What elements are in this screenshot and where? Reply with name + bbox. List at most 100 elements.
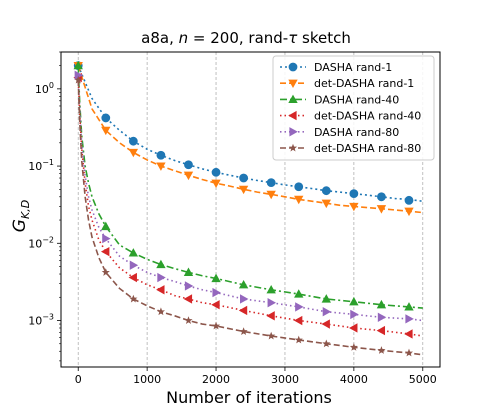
data-point (349, 323, 358, 333)
data-point (288, 62, 298, 72)
data-point (129, 260, 139, 270)
series-line (77, 80, 423, 356)
x-tick-label: 5000 (409, 373, 437, 386)
data-point (349, 189, 359, 198)
series-1 (73, 61, 423, 205)
data-point (266, 178, 276, 188)
y-tick-label: 10−2 (28, 235, 54, 250)
x-tick-label: 4000 (340, 373, 368, 386)
data-point (288, 79, 298, 89)
x-tick-label: 0 (75, 373, 82, 386)
data-point (101, 268, 110, 276)
data-point (377, 346, 386, 354)
legend-item: det-DASHA rand-1 (280, 77, 414, 90)
legend-item: DASHA rand-1 (280, 61, 392, 74)
data-point (294, 335, 303, 344)
data-point (100, 246, 110, 257)
x-axis-title: Number of iterations (166, 388, 332, 407)
data-point (350, 309, 359, 320)
data-point (101, 113, 111, 123)
data-point (377, 192, 386, 202)
x-tick-label: 1000 (133, 373, 161, 386)
data-point (321, 294, 331, 303)
data-point (128, 248, 139, 257)
data-point (404, 195, 414, 205)
data-point (101, 221, 111, 231)
data-point (288, 143, 298, 152)
data-point (288, 94, 298, 103)
data-point (404, 207, 414, 217)
ticks: 0 1000 2000 3000 4000 5000 10−3 10−2 10−1 100 (28, 51, 437, 386)
data-point (239, 327, 248, 335)
data-point (183, 267, 194, 276)
data-point (295, 302, 304, 312)
data-point (322, 307, 332, 317)
data-point (404, 302, 414, 311)
series-4 (73, 72, 423, 339)
legend-item: DASHA rand-40 (280, 93, 399, 106)
y-tick-label: 100 (35, 81, 54, 96)
axes-frame (60, 51, 441, 368)
legend-label: det-DASHA rand-1 (314, 77, 414, 90)
data-point (129, 294, 138, 303)
data-point (266, 311, 275, 321)
data-point (212, 287, 221, 298)
data-point (293, 315, 303, 326)
data-point (266, 284, 276, 294)
legend-label: det-DASHA rand-40 (314, 110, 421, 123)
legend-item: det-DASHA rand-40 (280, 110, 421, 123)
data-point (211, 321, 221, 330)
data-point (157, 272, 166, 283)
data-point (156, 259, 166, 269)
data-point (102, 233, 111, 244)
legend-label: det-DASHA rand-80 (314, 142, 421, 155)
series-3 (73, 60, 423, 311)
chart-title: a8a, n = 200, rand-τ sketch (141, 29, 351, 47)
y-tick-label: 10−1 (28, 158, 54, 173)
data-point (238, 305, 248, 316)
data-point (321, 319, 330, 329)
legend-item: DASHA rand-80 (280, 126, 399, 139)
data-point (183, 294, 193, 304)
legend-label: DASHA rand-80 (314, 126, 399, 139)
data-point (211, 273, 221, 283)
legend-label: DASHA rand-1 (314, 61, 392, 74)
data-point (349, 296, 359, 306)
data-point (101, 126, 111, 136)
data-point (239, 173, 249, 183)
data-point (321, 186, 331, 196)
data-point (322, 339, 331, 348)
series-line (77, 65, 423, 214)
data-point (156, 285, 165, 295)
data-point (349, 202, 359, 212)
plot-area (73, 60, 423, 357)
legend-box (272, 55, 435, 161)
series-6 (74, 75, 423, 357)
y-tick-label: 10−3 (28, 313, 54, 328)
data-point (156, 307, 165, 316)
data-point (376, 205, 387, 214)
data-point (156, 150, 166, 160)
data-point (184, 316, 193, 324)
data-point (349, 343, 358, 351)
data-point (211, 179, 221, 189)
data-point (238, 185, 249, 195)
series-5 (74, 70, 423, 324)
legend-label: DASHA rand-40 (314, 93, 399, 106)
data-point (184, 281, 194, 291)
data-point (404, 329, 413, 339)
data-point (289, 127, 298, 137)
data-point (266, 190, 276, 200)
data-point (183, 171, 194, 181)
data-point (73, 60, 83, 70)
data-point (376, 325, 386, 336)
data-point (128, 148, 139, 158)
data-point (211, 167, 221, 177)
data-point (376, 299, 387, 309)
data-point (405, 314, 414, 324)
data-point (240, 294, 249, 304)
data-point (128, 272, 137, 283)
x-tick-label: 3000 (271, 373, 299, 386)
y-axis-title: GK,D (10, 200, 32, 232)
